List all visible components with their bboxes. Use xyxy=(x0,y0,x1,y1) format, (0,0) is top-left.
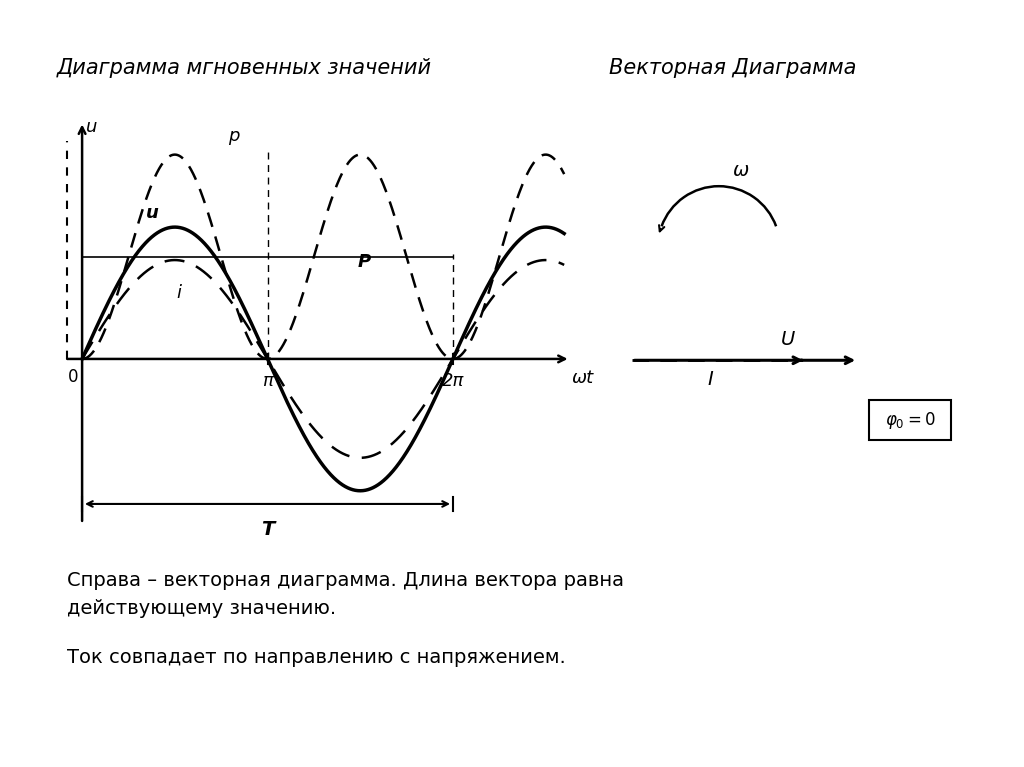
Text: Справа – векторная диаграмма. Длина вектора равна
действующему значению.: Справа – векторная диаграмма. Длина вект… xyxy=(67,571,624,618)
Text: U: U xyxy=(781,330,796,349)
Text: Ток совпадает по направлению с напряжением.: Ток совпадает по направлению с напряжени… xyxy=(67,648,565,667)
Text: I: I xyxy=(708,370,713,389)
FancyBboxPatch shape xyxy=(869,400,951,440)
Text: ωt: ωt xyxy=(571,370,594,387)
Text: $\varphi_0=0$: $\varphi_0=0$ xyxy=(885,410,936,431)
Text: π: π xyxy=(262,372,273,390)
Text: 0: 0 xyxy=(68,368,79,386)
Text: p: p xyxy=(228,127,240,146)
Text: u: u xyxy=(86,117,97,136)
Text: u: u xyxy=(146,204,159,222)
Text: 2π: 2π xyxy=(441,372,464,390)
Text: ω: ω xyxy=(732,161,749,179)
Text: Диаграмма мгновенных значений: Диаграмма мгновенных значений xyxy=(56,58,431,77)
Text: Векторная Диаграмма: Векторная Диаграмма xyxy=(609,58,857,77)
Text: P: P xyxy=(357,253,371,272)
Text: i: i xyxy=(176,284,181,301)
Text: T: T xyxy=(261,520,274,538)
